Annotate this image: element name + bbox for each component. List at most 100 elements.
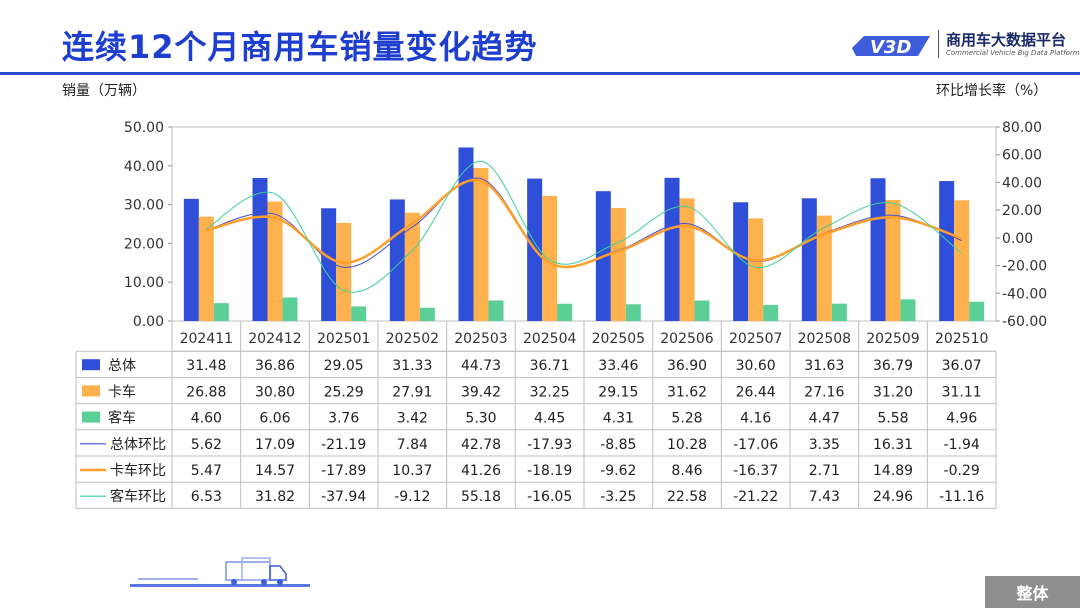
- table-cell: 2.71: [809, 463, 840, 479]
- table-cell: 36.07: [942, 358, 982, 374]
- x-tick-label: 202504: [523, 331, 577, 347]
- table-cell: 41.26: [461, 463, 501, 479]
- table-cell: 5.30: [465, 411, 496, 427]
- bar-卡车: [610, 207, 626, 321]
- table-cell: 30.60: [736, 358, 776, 374]
- y-tick-label: 30.00: [124, 198, 164, 214]
- bar-卡车: [679, 198, 695, 321]
- table-cell: 26.88: [186, 384, 226, 400]
- table-cell: 3.76: [328, 411, 359, 427]
- table-cell: -1.94: [944, 437, 980, 453]
- bar-卡车: [198, 216, 214, 321]
- table-cell: -0.29: [944, 463, 980, 479]
- y2-tick-label: 40.00: [1002, 175, 1042, 191]
- table-cell: 24.96: [873, 489, 913, 505]
- y2-tick-label: 60.00: [1002, 148, 1042, 164]
- table-row-label: 客车环比: [110, 488, 166, 505]
- table-cell: 29.15: [598, 384, 638, 400]
- y2-tick-label: 20.00: [1002, 203, 1042, 219]
- table-cell: 31.63: [804, 358, 844, 374]
- table-cell: 36.86: [255, 358, 295, 374]
- bar-卡车: [404, 212, 420, 321]
- table-cell: -16.37: [733, 463, 778, 479]
- y2-tick-label: -60.00: [1002, 314, 1047, 330]
- table-cell: 5.58: [877, 411, 908, 427]
- table-cell: -21.19: [321, 437, 366, 453]
- table-cell: 5.47: [191, 463, 222, 479]
- table-cell: 7.43: [809, 489, 840, 505]
- bar-卡车: [954, 200, 970, 321]
- table-cell: 31.11: [942, 384, 982, 400]
- table-cell: 6.53: [191, 489, 222, 505]
- table-cell: 31.62: [667, 384, 707, 400]
- y-tick-label: 50.00: [124, 120, 164, 136]
- title-underline: [0, 72, 1080, 75]
- x-tick-label: 202510: [935, 331, 988, 347]
- table-cell: -18.19: [527, 463, 572, 479]
- section-tag: 整体: [985, 576, 1080, 608]
- legend-key-总体: [82, 359, 100, 371]
- bar-客车: [282, 297, 298, 321]
- table-cell: 44.73: [461, 358, 501, 374]
- x-tick-label: 202506: [660, 331, 714, 347]
- page-title: 连续12个月商用车销量变化趋势: [62, 28, 538, 66]
- table-cell: 14.89: [873, 463, 913, 479]
- x-tick-label: 202502: [386, 331, 439, 347]
- table-cell: 4.60: [191, 411, 222, 427]
- bar-卡车: [816, 215, 832, 321]
- table-cell: 32.25: [530, 384, 570, 400]
- logo-text: 商用车大数据平台: [946, 31, 1067, 49]
- bar-卡车: [336, 222, 352, 321]
- bar-客车: [488, 300, 504, 321]
- table-cell: -11.16: [939, 489, 984, 505]
- y2-tick-label: -40.00: [1002, 286, 1047, 302]
- table-cell: -3.25: [600, 489, 636, 505]
- x-tick-label: 202411: [180, 331, 233, 347]
- bar-客车: [557, 303, 573, 321]
- table-row-label: 总体: [108, 358, 136, 374]
- x-tick-label: 202507: [729, 331, 782, 347]
- bar-客车: [763, 304, 779, 321]
- table-cell: 4.47: [809, 411, 840, 427]
- logo-icon: V3D: [852, 36, 930, 58]
- bar-卡车: [542, 195, 558, 321]
- y-tick-label: 40.00: [124, 159, 164, 175]
- bar-客车: [969, 301, 985, 321]
- bar-客车: [831, 303, 847, 321]
- table-cell: 3.42: [397, 411, 428, 427]
- legend-key-客车: [82, 411, 100, 423]
- bar-卡车: [748, 218, 764, 321]
- bar-卡车: [267, 201, 283, 321]
- y-tick-label: 20.00: [124, 236, 164, 252]
- table-cell: 31.33: [392, 358, 432, 374]
- table-cell: -8.85: [600, 437, 636, 453]
- logo-mark: V3D: [870, 37, 911, 58]
- table-row-label: 客车: [108, 410, 136, 427]
- bar-总体: [321, 208, 337, 321]
- bar-客车: [419, 307, 435, 321]
- table-cell: 17.09: [255, 437, 295, 453]
- table-cell: 5.28: [671, 411, 702, 427]
- bar-总体: [870, 178, 886, 321]
- x-tick-label: 202509: [866, 331, 919, 347]
- line-卡车环比: [206, 178, 963, 269]
- left-axis-title: 销量（万辆）: [62, 83, 146, 99]
- bar-总体: [252, 177, 268, 321]
- table-cell: 10.37: [392, 463, 432, 479]
- bar-卡车: [885, 199, 901, 321]
- x-tick-label: 202505: [592, 331, 645, 347]
- table-cell: 30.80: [255, 384, 295, 400]
- table-cell: 36.79: [873, 358, 913, 374]
- table-cell: 6.06: [259, 411, 290, 427]
- y2-tick-label: -20.00: [1002, 259, 1047, 275]
- line-总体环比: [206, 177, 962, 268]
- legend-key-卡车: [82, 385, 100, 397]
- bar-总体: [183, 198, 199, 321]
- bar-客车: [625, 304, 641, 321]
- table-cell: -21.22: [733, 489, 778, 505]
- x-tick-label: 202503: [454, 331, 507, 347]
- logo-subtext: Commercial Vehicle Big Data Platform: [946, 49, 1080, 57]
- bar-客车: [694, 300, 710, 321]
- bar-卡车: [473, 168, 489, 321]
- table-cell: -17.93: [527, 437, 572, 453]
